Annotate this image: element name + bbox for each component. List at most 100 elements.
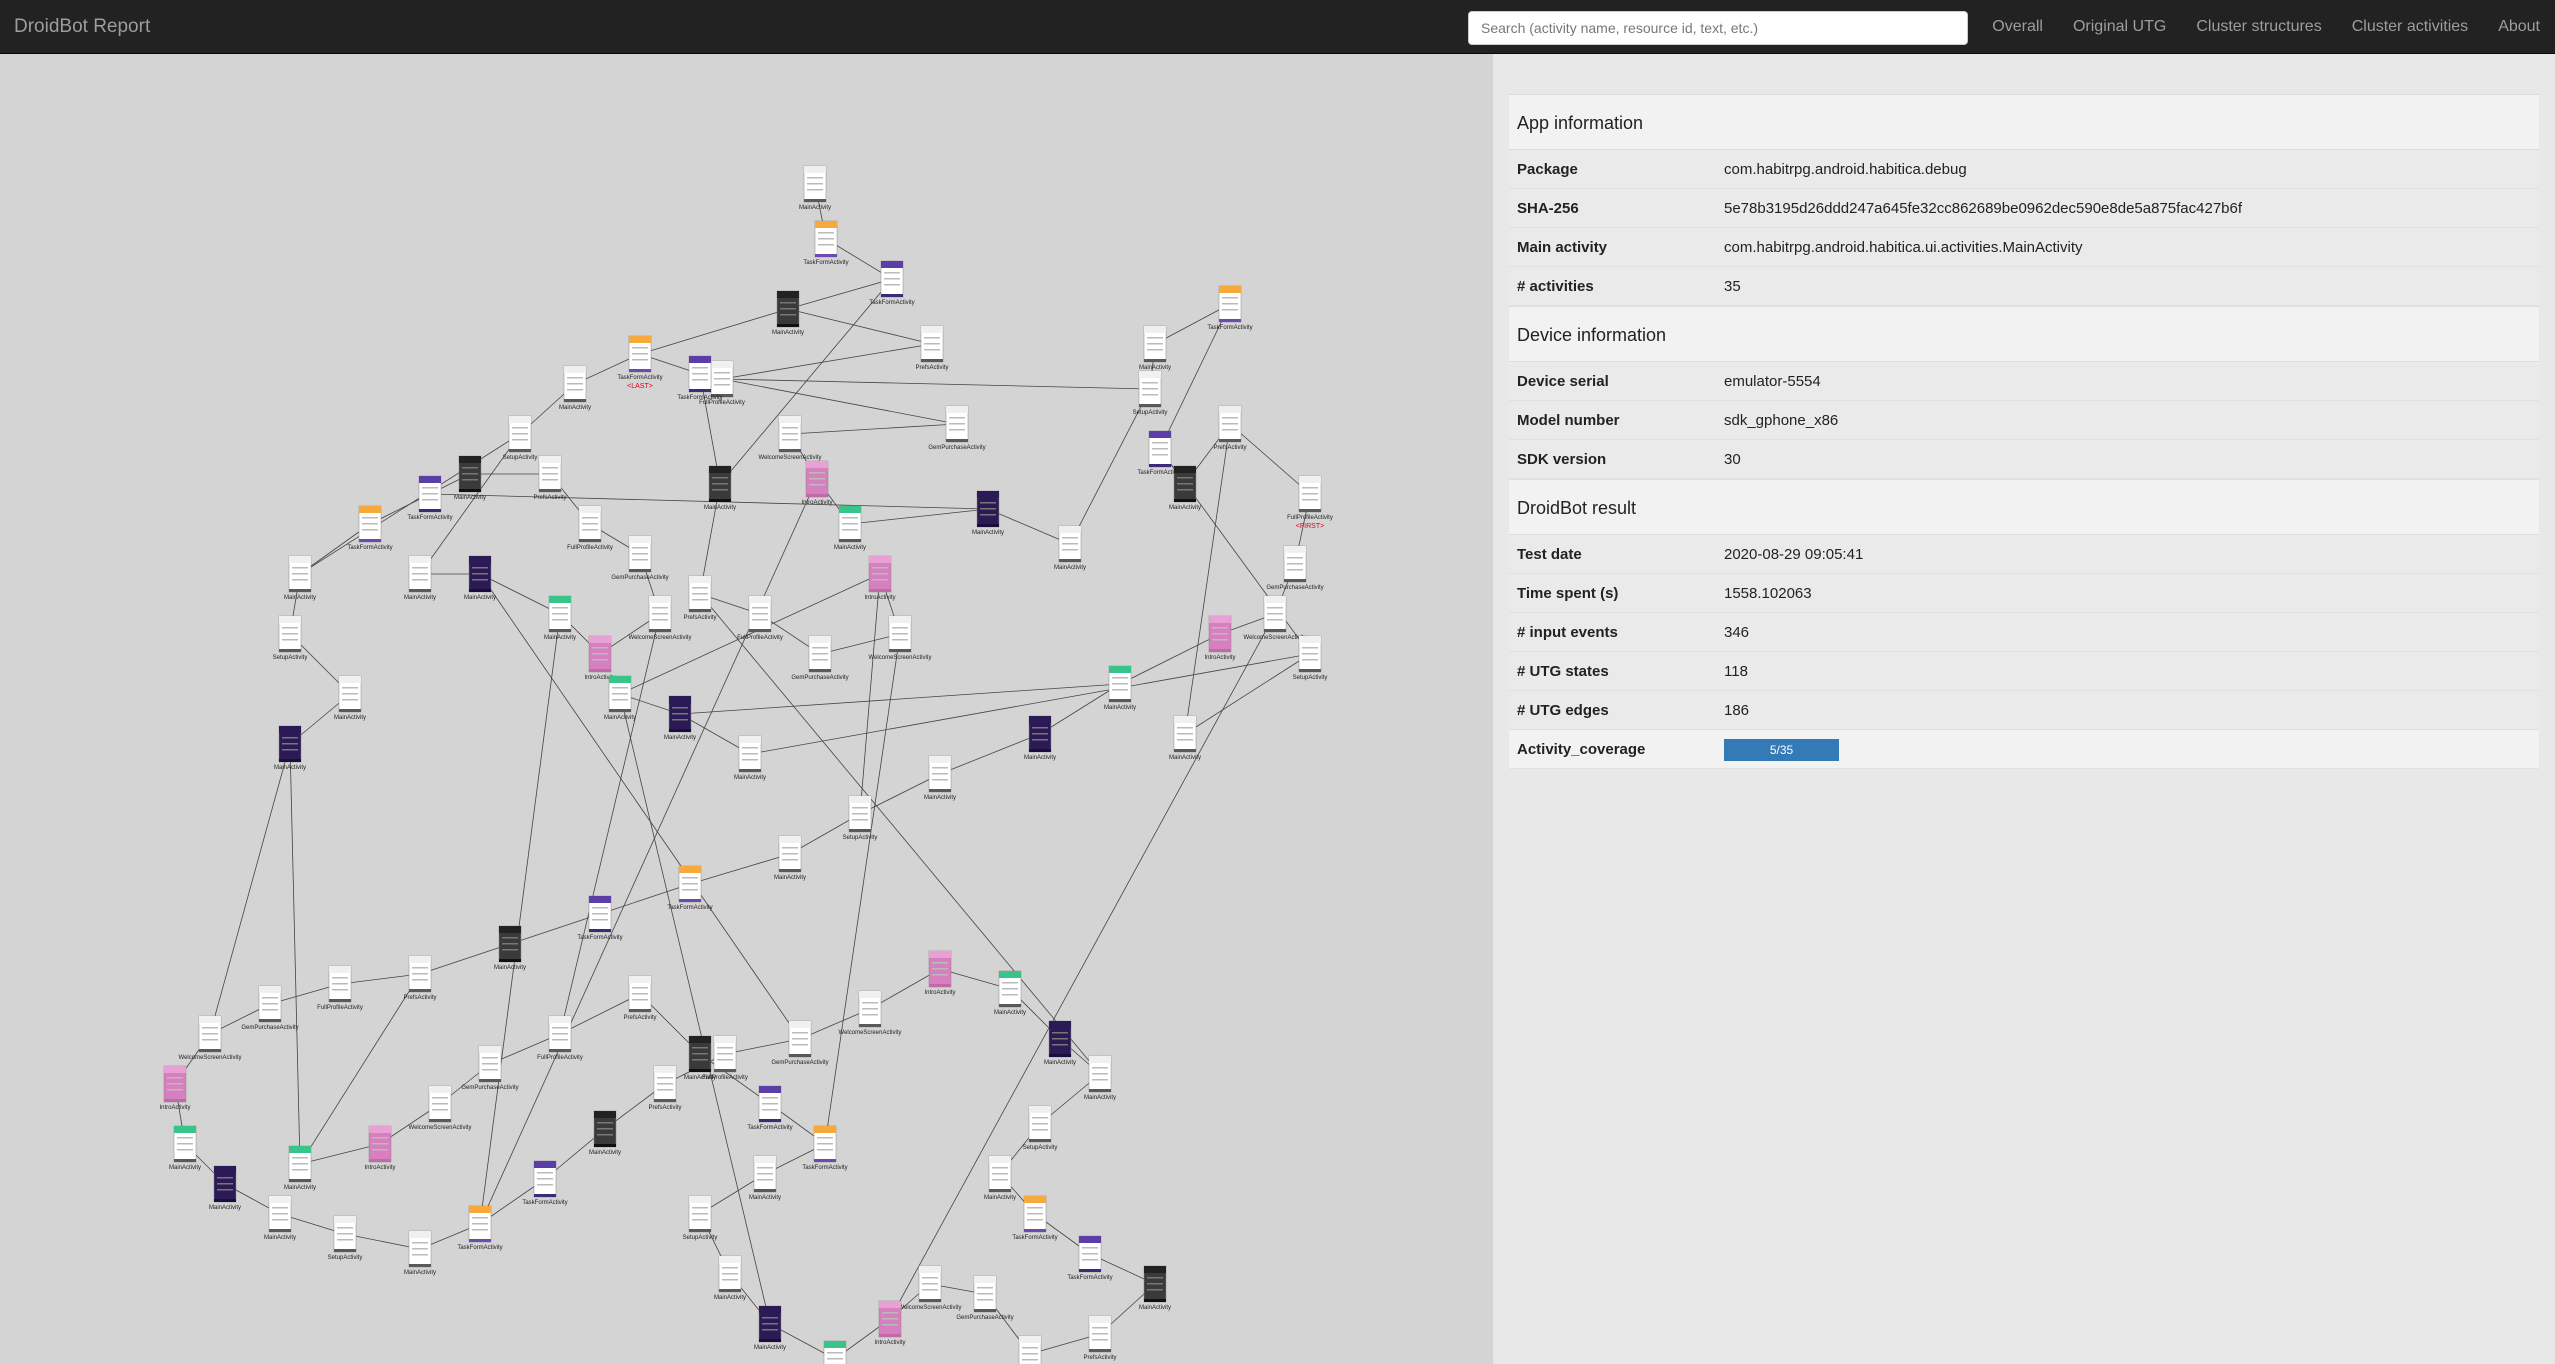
utg-node[interactable]: PrefsActivity (683, 575, 717, 621)
utg-node[interactable]: TaskFormActivity (1207, 285, 1253, 331)
utg-edge[interactable] (749, 653, 1311, 755)
utg-node[interactable]: FullProfileActivity (702, 1035, 748, 1081)
utg-edge[interactable] (619, 573, 881, 695)
utg-node[interactable]: TaskFormActivity (407, 475, 453, 521)
utg-edge[interactable] (939, 733, 1041, 775)
utg-node[interactable]: FullProfileActivity (317, 965, 363, 1011)
utg-edge[interactable] (939, 968, 1011, 990)
utg-node[interactable]: IntroActivity (584, 635, 616, 681)
utg-node[interactable]: FullProfileActivity (537, 1015, 583, 1061)
utg-node[interactable]: SetupActivity (1133, 370, 1168, 416)
utg-edge[interactable] (787, 308, 933, 345)
utg-node[interactable]: IntroActivity (864, 555, 896, 601)
utg-node[interactable]: MainActivity (404, 555, 436, 601)
utg-node[interactable]: FullProfileActivity (1287, 475, 1333, 521)
utg-node[interactable]: GemPurchaseActivity (241, 985, 299, 1031)
utg-graph-svg[interactable]: MainActivity TaskFormActivity TaskFormActi… (0, 54, 1493, 1364)
utg-edge[interactable] (679, 713, 751, 755)
utg-node[interactable]: WelcomeScreenActivity (759, 415, 822, 461)
utg-edge[interactable] (699, 593, 1101, 1075)
utg-node[interactable]: TaskFormActivity (1137, 430, 1183, 476)
nav-overall[interactable]: Overall (1992, 18, 2043, 35)
nav-cluster-activities[interactable]: Cluster activities (2351, 18, 2469, 35)
utg-node[interactable]: TaskFormActivity (677, 355, 723, 401)
utg-node[interactable]: IntroActivity (364, 1125, 396, 1171)
utg-edge[interactable] (1029, 1333, 1101, 1355)
utg-node[interactable]: MainActivity (559, 365, 591, 411)
utg-node[interactable]: SetupActivity (1023, 1105, 1058, 1151)
utg-edge[interactable] (889, 613, 1276, 1320)
utg-node[interactable]: MainActivity (274, 725, 306, 771)
utg-node[interactable]: MainActivity (1104, 665, 1136, 711)
utg-edge[interactable] (509, 913, 601, 945)
utg-node[interactable]: MainActivity (169, 1125, 201, 1171)
utg-node[interactable]: MainActivity (544, 595, 576, 641)
utg-node[interactable]: WelcomeScreenActivity (1244, 595, 1307, 641)
utg-edge[interactable] (1119, 633, 1221, 685)
utg-node[interactable]: MainActivity (749, 1155, 781, 1201)
utg-node[interactable]: MainActivity (464, 555, 496, 601)
utg-edge[interactable] (849, 508, 989, 525)
utg-edge[interactable] (1184, 423, 1231, 735)
utg-node[interactable]: MainActivity (1084, 1055, 1116, 1101)
brand-title[interactable]: DroidBot Report (14, 16, 151, 37)
utg-node[interactable]: SetupActivity (328, 1215, 363, 1261)
utg-edge[interactable] (299, 523, 371, 575)
utg-edge[interactable] (824, 633, 901, 1145)
utg-node[interactable]: MainActivity (819, 1340, 851, 1364)
utg-node[interactable]: TaskFormActivity (617, 335, 663, 381)
utg-node[interactable]: GemPurchaseActivity (1266, 545, 1324, 591)
utg-node[interactable]: PrefsActivity (533, 455, 567, 501)
utg-node[interactable]: MainActivity (494, 925, 526, 971)
utg-edge[interactable] (479, 573, 561, 615)
utg-node[interactable]: MainActivity (772, 290, 804, 336)
utg-edge[interactable] (419, 943, 511, 975)
utg-edge[interactable] (787, 278, 893, 310)
utg-node[interactable]: IntroActivity (159, 1065, 191, 1111)
search-input[interactable] (1468, 11, 1968, 45)
utg-node[interactable]: WelcomeScreenActivity (899, 1265, 962, 1311)
utg-node[interactable]: MainActivity (1054, 525, 1086, 571)
utg-edge[interactable] (1069, 388, 1151, 545)
utg-edge[interactable] (1039, 683, 1121, 735)
utg-node[interactable]: GemPurchaseActivity (928, 405, 986, 451)
utg-edge[interactable] (1154, 303, 1231, 345)
utg-node[interactable]: SetupActivity (683, 1195, 718, 1241)
utg-edge[interactable] (679, 683, 1121, 715)
utg-edge[interactable] (1184, 653, 1311, 735)
utg-node[interactable]: MainActivity (664, 695, 696, 741)
utg-edge[interactable] (859, 773, 941, 815)
utg-edge[interactable] (639, 308, 789, 355)
utg-edge[interactable] (1229, 423, 1311, 495)
utg-node[interactable]: TaskFormActivity (802, 1125, 848, 1171)
utg-edge[interactable] (789, 813, 861, 855)
utg-node[interactable]: FullProfileActivity (1007, 1335, 1053, 1364)
utg-edge[interactable] (721, 343, 933, 380)
utg-node[interactable]: PrefsActivity (648, 1065, 682, 1111)
utg-node[interactable]: TaskFormActivity (347, 505, 393, 551)
utg-node[interactable]: TaskFormActivity (747, 1085, 793, 1131)
utg-edge[interactable] (559, 993, 641, 1035)
utg-node[interactable]: MainActivity (1169, 715, 1201, 761)
utg-node[interactable]: MainActivity (754, 1305, 786, 1351)
utg-node[interactable]: MainActivity (284, 555, 316, 601)
utg-node[interactable]: IntroActivity (874, 1300, 906, 1346)
utg-node[interactable]: TaskFormActivity (457, 1205, 503, 1251)
utg-edge[interactable] (699, 1053, 771, 1105)
utg-node[interactable]: MainActivity (994, 970, 1026, 1016)
utg-edge[interactable] (699, 483, 721, 595)
utg-node[interactable]: WelcomeScreenActivity (409, 1085, 472, 1131)
utg-node[interactable]: MainActivity (284, 1145, 316, 1191)
utg-node[interactable]: MainActivity (774, 835, 806, 881)
utg-edge[interactable] (689, 853, 791, 885)
utg-node[interactable]: MainActivity (1139, 1265, 1171, 1311)
utg-edge[interactable] (344, 1233, 421, 1250)
utg-node[interactable]: TaskFormActivity (869, 260, 915, 306)
utg-node[interactable]: SetupActivity (1293, 635, 1328, 681)
utg-edge[interactable] (419, 433, 521, 575)
utg-node[interactable]: FullProfileActivity (699, 360, 745, 406)
utg-edge[interactable] (799, 1008, 871, 1040)
utg-node[interactable]: PrefsActivity (1083, 1315, 1117, 1361)
utg-node[interactable]: MainActivity (589, 1110, 621, 1156)
utg-node[interactable]: FullProfileActivity (737, 595, 783, 641)
